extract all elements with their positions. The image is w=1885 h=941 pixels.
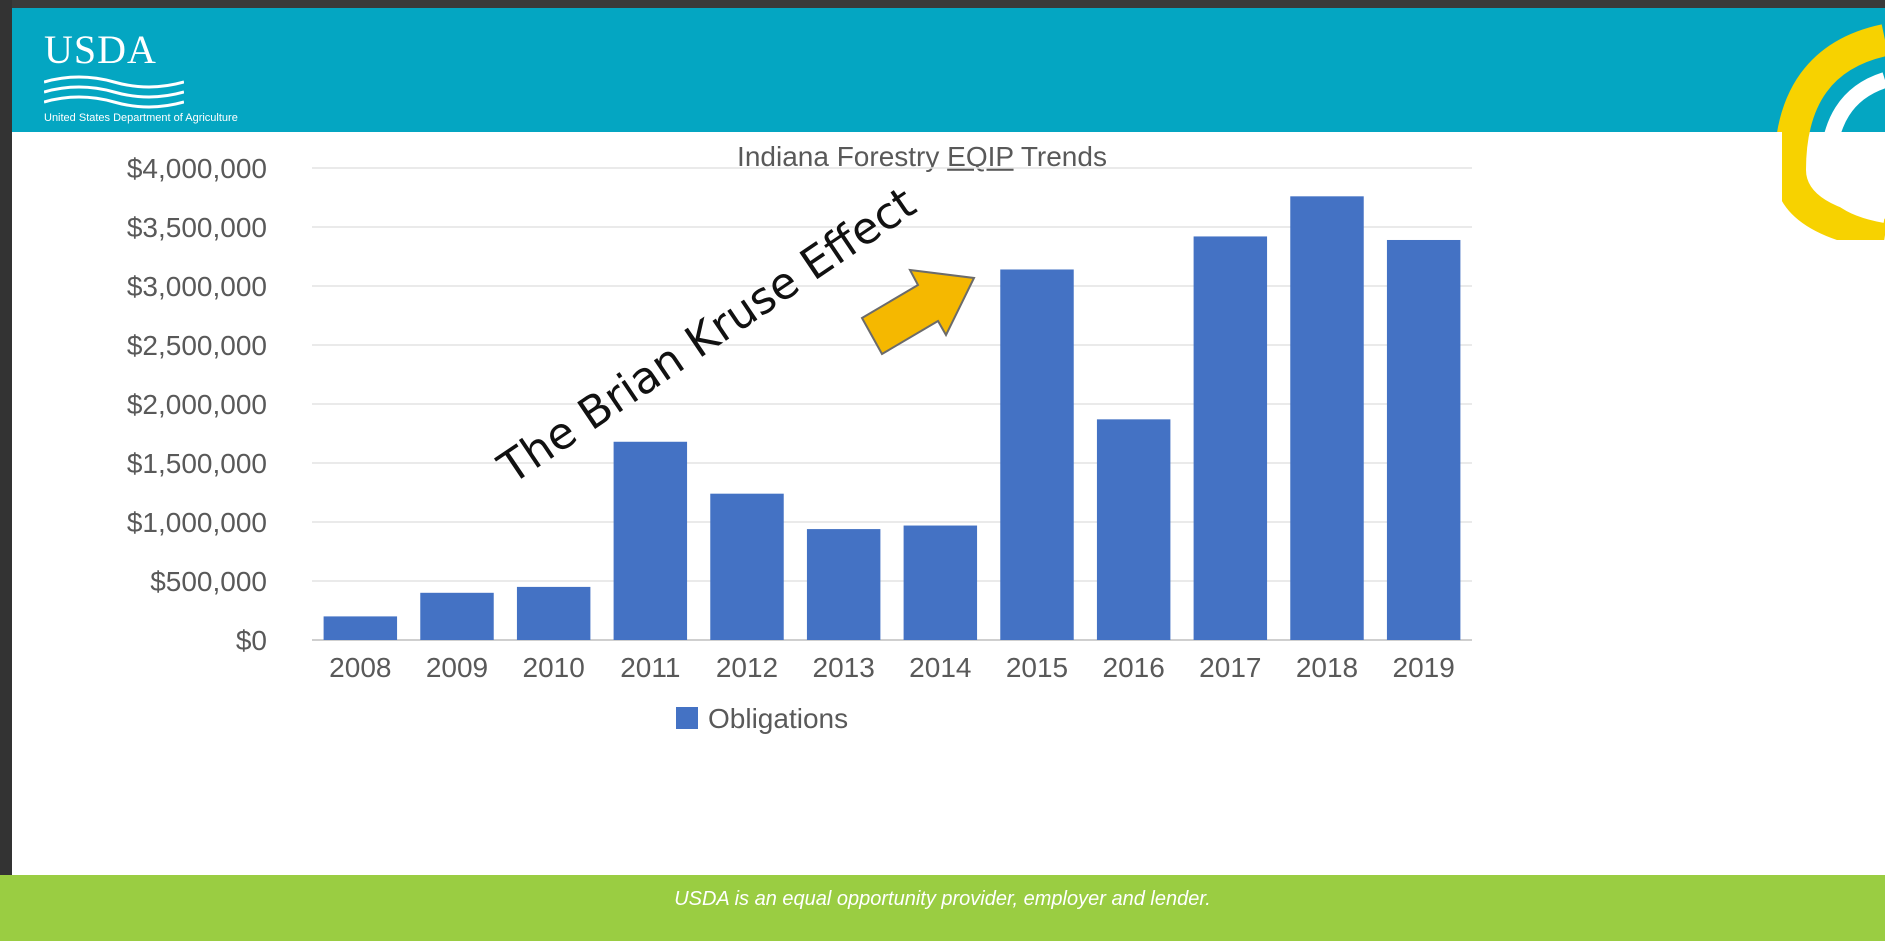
annotation: The Brian Kruse Effect: [489, 177, 976, 495]
bar: [323, 616, 398, 640]
bar: [1096, 419, 1171, 640]
bar: [1000, 269, 1074, 640]
y-tick-label: $3,500,000: [127, 212, 267, 243]
x-tick-label: 2011: [620, 652, 680, 683]
bar: [710, 493, 784, 640]
x-tick-label: 2019: [1393, 652, 1455, 683]
footer-banner: [0, 875, 1885, 941]
x-tick-label: 2012: [716, 652, 778, 683]
bar: [903, 525, 978, 640]
chart-card: Indiana Forestry EQIP Trends $0 $500,000 $…: [62, 132, 1782, 872]
logo-waves-icon: [44, 75, 184, 109]
bar: [1290, 196, 1364, 640]
bar: [806, 529, 881, 640]
legend: Obligations: [676, 703, 848, 734]
y-tick-label: $1,000,000: [127, 507, 267, 538]
legend-label: Obligations: [708, 703, 848, 734]
decorative-arc-icon: [1773, 24, 1885, 240]
arrow-icon: [860, 268, 976, 356]
bars: [323, 196, 1461, 640]
y-tick-label: $1,500,000: [127, 448, 267, 479]
agency-name: United States Department of Agriculture: [44, 112, 238, 124]
y-axis-ticks: $0 $500,000 $1,000,000 $1,500,000 $2,000,000…: [127, 153, 267, 656]
x-tick-label: 2018: [1296, 652, 1358, 683]
top-border: [0, 0, 1885, 8]
legend-swatch: [676, 707, 698, 729]
x-tick-label: 2013: [813, 652, 875, 683]
header-banner: [0, 8, 1885, 132]
x-tick-label: 2014: [909, 652, 971, 683]
y-tick-label: $2,500,000: [127, 330, 267, 361]
x-tick-label: 2016: [1103, 652, 1165, 683]
y-tick-label: $3,000,000: [127, 271, 267, 302]
logo-text: USDA: [44, 27, 157, 72]
bar: [1386, 239, 1461, 640]
bar: [1193, 236, 1268, 640]
y-tick-label: $500,000: [150, 566, 267, 597]
footer-text: USDA is an equal opportunity provider, e…: [674, 888, 1211, 910]
x-tick-label: 2015: [1006, 652, 1068, 683]
y-tick-label: $2,000,000: [127, 389, 267, 420]
bar: [420, 592, 494, 640]
usda-logo: USDA: [44, 26, 184, 109]
x-tick-label: 2008: [329, 652, 391, 683]
chart-title: Indiana Forestry EQIP Trends: [737, 141, 1107, 172]
x-tick-label: 2017: [1199, 652, 1261, 683]
y-tick-label: $0: [236, 625, 267, 656]
y-tick-label: $4,000,000: [127, 153, 267, 184]
bar-chart: Indiana Forestry EQIP Trends $0$500,000$…: [127, 141, 1472, 734]
x-tick-label: 2010: [523, 652, 585, 683]
x-tick-label: 2009: [426, 652, 488, 683]
bar: [613, 441, 688, 640]
annotation-text: The Brian Kruse Effect: [489, 177, 925, 494]
x-axis-ticks: 2008 2009 2010 2011 2012 2013 2014 2015 2016 2017…: [329, 652, 1455, 683]
left-border: [0, 0, 12, 941]
bar: [516, 586, 591, 640]
